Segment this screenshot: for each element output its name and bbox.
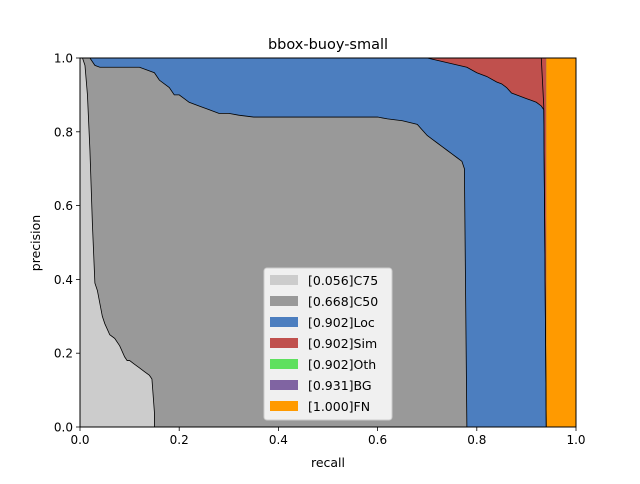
x-axis-label: recall	[311, 455, 345, 470]
legend-label-loc: [0.902]Loc	[308, 315, 375, 330]
y-tick-label: 1.0	[54, 52, 73, 66]
boundary-c50	[80, 57, 468, 428]
x-tick-label: 0.4	[269, 433, 288, 447]
legend-label-oth: [0.902]Oth	[308, 357, 376, 372]
y-tick-label: 0.0	[54, 421, 73, 435]
y-tick-label: 0.4	[54, 273, 73, 287]
x-tick-label: 0.0	[70, 433, 89, 447]
legend-label-fn: [1.000]FN	[308, 399, 370, 414]
legend-swatch-fn	[270, 401, 298, 411]
y-axis-label: precision	[28, 215, 43, 271]
x-axis-ticks: 0.0 0.2 0.4 0.6 0.8 1.0	[70, 427, 586, 447]
y-tick-label: 0.2	[54, 347, 73, 361]
boundary-c75	[80, 57, 155, 427]
legend-swatch-c75	[270, 275, 298, 285]
x-tick-label: 0.8	[467, 433, 486, 447]
chart-title: bbox-buoy-small	[268, 37, 388, 53]
y-tick-label: 0.6	[54, 199, 73, 213]
area-c75	[80, 58, 155, 427]
plot-frame	[79, 57, 577, 428]
legend-swatch-oth	[270, 359, 298, 369]
legend-label-c50: [0.668]C50	[308, 294, 378, 309]
legend-label-sim: [0.902]Sim	[308, 336, 377, 351]
legend-swatch-c50	[270, 296, 298, 306]
x-tick-label: 0.2	[170, 433, 189, 447]
boundary-loc	[80, 57, 547, 428]
y-axis-ticks: 0.0 0.2 0.4 0.6 0.8 1.0	[54, 52, 80, 435]
x-tick-label: 0.6	[368, 433, 387, 447]
x-tick-label: 1.0	[566, 433, 585, 447]
legend: [0.056]C75 [0.668]C50 [0.902]Loc [0.902]Sim…	[263, 267, 393, 421]
legend-swatch-loc	[270, 317, 298, 327]
y-tick-label: 0.8	[54, 125, 73, 139]
legend-label-c75: [0.056]C75	[308, 273, 378, 288]
legend-swatch-sim	[270, 338, 298, 348]
legend-swatch-bg	[270, 380, 298, 390]
legend-label-bg: [0.931]BG	[308, 378, 372, 393]
